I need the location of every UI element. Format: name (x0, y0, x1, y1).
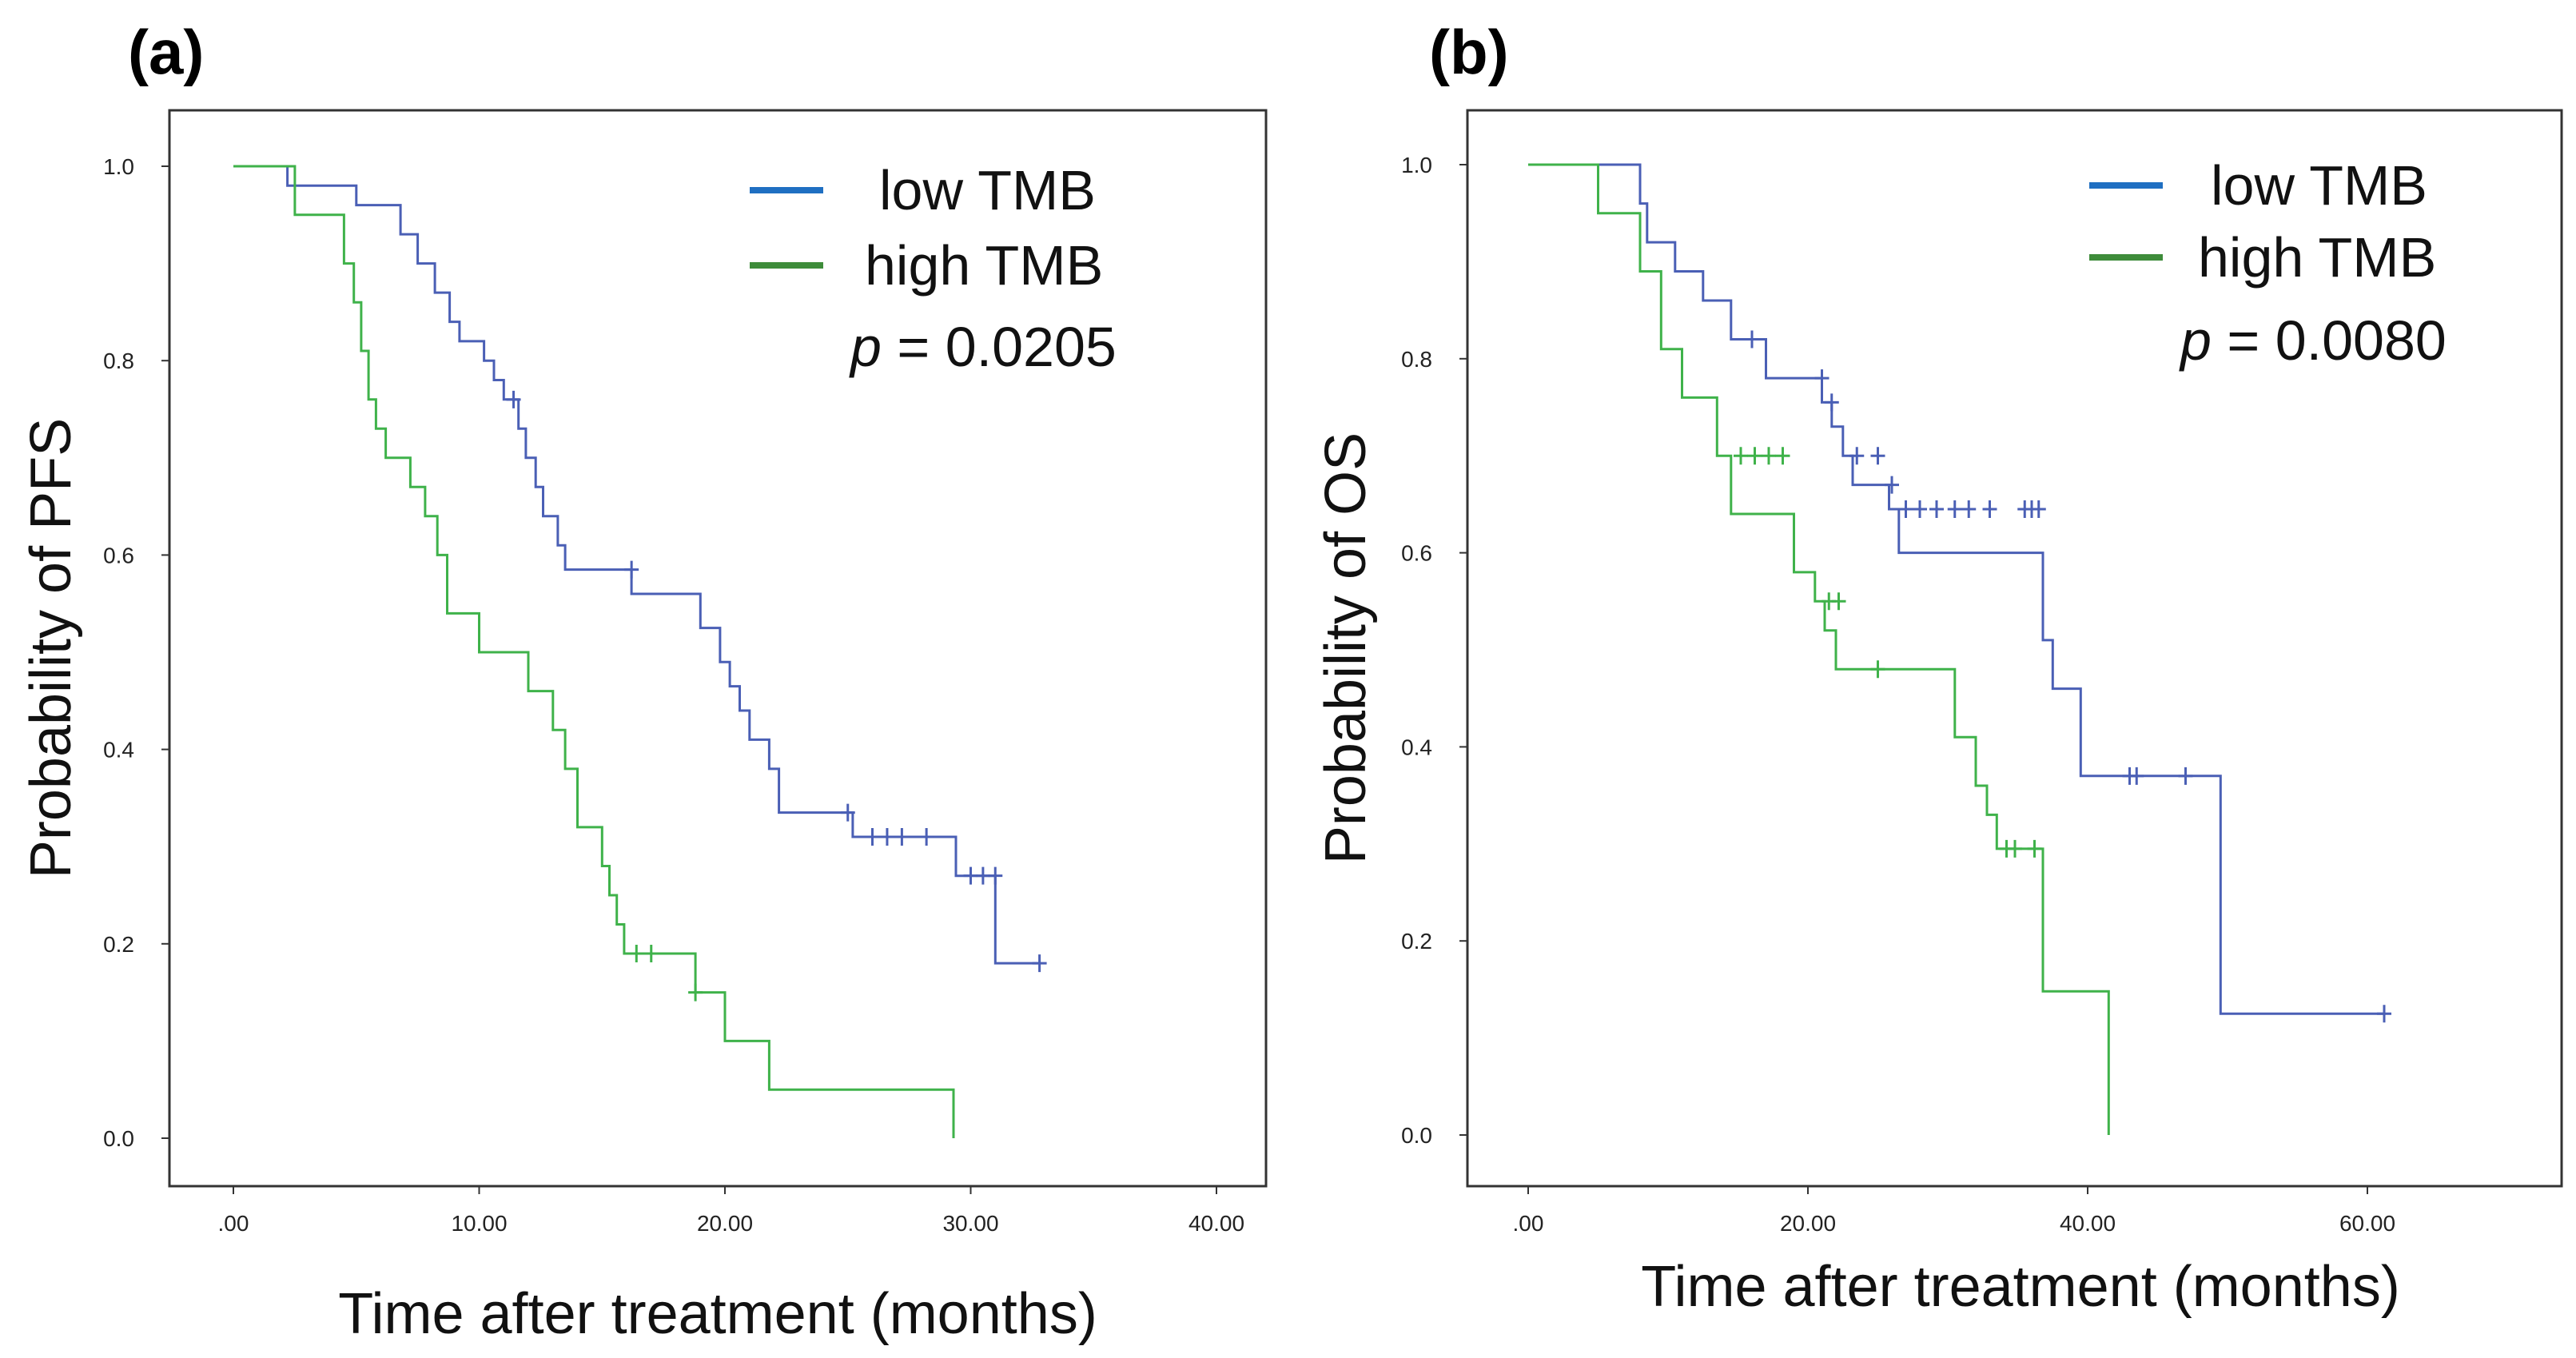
y-tick-label-b-3: 0.6 (1401, 541, 1432, 566)
censor-mark-low-tmb-b (1824, 393, 1839, 412)
y-tick-label-b-5: 1.0 (1401, 153, 1432, 177)
x-axis-title-b: Time after treatment (months) (1641, 1255, 2400, 1319)
censor-mark-high-tmb-b (2008, 839, 2022, 858)
legend-b: low TMB high TMB (2089, 154, 2436, 289)
x-tick-label-a-1: 10.00 (451, 1211, 507, 1236)
censor-mark-low-tmb-b (1745, 330, 1759, 348)
censor-mark-high-tmb-b (1762, 447, 1776, 465)
legend-label-high-tmb-a: high TMB (865, 234, 1103, 297)
censor-mark-high-tmb-b (1831, 592, 1846, 611)
x-axis-title-a: Time after treatment (months) (338, 1282, 1097, 1346)
censor-mark-low-tmb-b (1961, 500, 1977, 518)
censor-mark-high-tmb-b (1734, 447, 1748, 465)
censor-mark-low-tmb-b (2031, 500, 2046, 518)
censor-mark-low-tmb-b (2129, 767, 2144, 785)
legend-label-low-tmb-a: low TMB (879, 159, 1096, 221)
legend-a: low TMB high TMB (750, 159, 1103, 297)
p-value-text-a: = 0.0205 (882, 316, 1117, 378)
p-value-b: p = 0.0080 (2179, 309, 2447, 372)
y-tick-label-b-2: 0.4 (1401, 735, 1432, 759)
censor-mark-low-tmb-a (506, 390, 521, 408)
censor-mark-low-tmb-b (2178, 767, 2193, 785)
panel-b-os: (b) Probability of OS Time after treatme… (1314, 17, 2563, 1319)
x-tick-label-b-0: .00 (1513, 1211, 1544, 1236)
censor-mark-low-tmb-a (879, 828, 894, 846)
censor-mark-low-tmb-a (919, 828, 934, 846)
km-curve-high-tmb-a (233, 165, 955, 1138)
censor-mark-low-tmb-a (1032, 954, 1047, 973)
censor-mark-low-tmb-b (1947, 500, 1962, 518)
x-tick-label-b-2: 40.00 (2060, 1211, 2116, 1236)
y-tick-label-a-4: 0.8 (103, 348, 134, 373)
censor-mark-high-tmb-a (643, 944, 659, 962)
y-tick-label-b-0: 0.0 (1401, 1123, 1432, 1148)
censor-mark-high-tmb-a (629, 944, 644, 962)
axis-ticks-b: 0.0 0.2 0.4 0.6 0.8 1.0 .00 20.00 40.00 60.00 (1401, 153, 2395, 1236)
x-tick-label-a-3: 30.00 (942, 1211, 998, 1236)
panel-label-a: (a) (128, 17, 204, 87)
censor-mark-low-tmb-b (1849, 447, 1865, 465)
p-value-a: p = 0.0205 (849, 316, 1117, 378)
y-tick-label-a-0: 0.0 (103, 1126, 134, 1151)
censor-mark-low-tmb-b (1929, 500, 1944, 518)
curves-b (1528, 163, 2391, 1135)
censor-mark-low-tmb-b (1885, 476, 1899, 494)
plot-frame-b (1466, 109, 2563, 1188)
censor-mark-low-tmb-b (1982, 500, 1997, 518)
x-tick-label-a-2: 20.00 (697, 1211, 753, 1236)
curves-a (233, 165, 1047, 1138)
p-value-text-b: = 0.0080 (2212, 309, 2447, 372)
censor-mark-low-tmb-a (624, 560, 639, 579)
censor-mark-low-tmb-a (840, 803, 855, 822)
censor-mark-high-tmb-a (688, 983, 703, 1002)
km-curve-low-tmb-a (233, 165, 1040, 965)
y-axis-title-a: Probability of PFS (19, 418, 83, 878)
p-value-symbol-b: p (2179, 309, 2212, 372)
x-tick-label-b-3: 60.00 (2339, 1211, 2395, 1236)
censor-mark-low-tmb-a (975, 866, 990, 885)
panel-label-b: (b) (1429, 17, 1509, 87)
censor-mark-low-tmb-b (1898, 500, 1913, 518)
y-tick-label-a-1: 0.2 (103, 932, 134, 957)
y-tick-label-b-4: 0.8 (1401, 347, 1432, 372)
x-tick-label-a-4: 40.00 (1188, 1211, 1244, 1236)
y-tick-label-a-3: 0.6 (103, 543, 134, 567)
censor-mark-low-tmb-a (894, 828, 910, 846)
y-tick-label-a-5: 1.0 (103, 154, 134, 179)
censor-mark-high-tmb-b (1870, 660, 1885, 679)
legend-label-high-tmb-b: high TMB (2198, 226, 2436, 289)
censor-mark-high-tmb-b (2027, 839, 2042, 858)
censor-mark-low-tmb-b (1870, 447, 1885, 465)
censor-mark-high-tmb-b (1747, 447, 1762, 465)
legend-label-low-tmb-b: low TMB (2211, 154, 2427, 217)
censor-mark-low-tmb-b (1814, 369, 1829, 388)
km-curve-low-tmb-b (1528, 163, 2384, 1015)
y-tick-label-a-2: 0.4 (103, 738, 134, 763)
km-curve-high-tmb-b (1528, 163, 2110, 1135)
censor-mark-low-tmb-a (963, 866, 978, 885)
x-tick-label-b-1: 20.00 (1780, 1211, 1836, 1236)
x-tick-label-a-0: .00 (218, 1211, 249, 1236)
y-tick-label-b-1: 0.2 (1401, 929, 1432, 954)
plot-frame-a (168, 109, 1268, 1188)
censor-mark-high-tmb-b (1775, 447, 1790, 465)
censor-mark-low-tmb-b (2377, 1005, 2391, 1023)
censor-mark-low-tmb-a (865, 828, 880, 846)
axis-ticks-a: 0.0 0.2 0.4 0.6 0.8 1.0 .00 10.00 20.00 30.00 40.0… (103, 154, 1244, 1236)
p-value-symbol-a: p (849, 316, 882, 378)
panel-a-pfs: (a) Probability of PFS Time after treatm… (19, 17, 1268, 1346)
censor-mark-low-tmb-a (988, 866, 1003, 885)
y-axis-title-b: Probability of OS (1314, 432, 1378, 864)
censor-mark-low-tmb-b (1913, 500, 1927, 518)
